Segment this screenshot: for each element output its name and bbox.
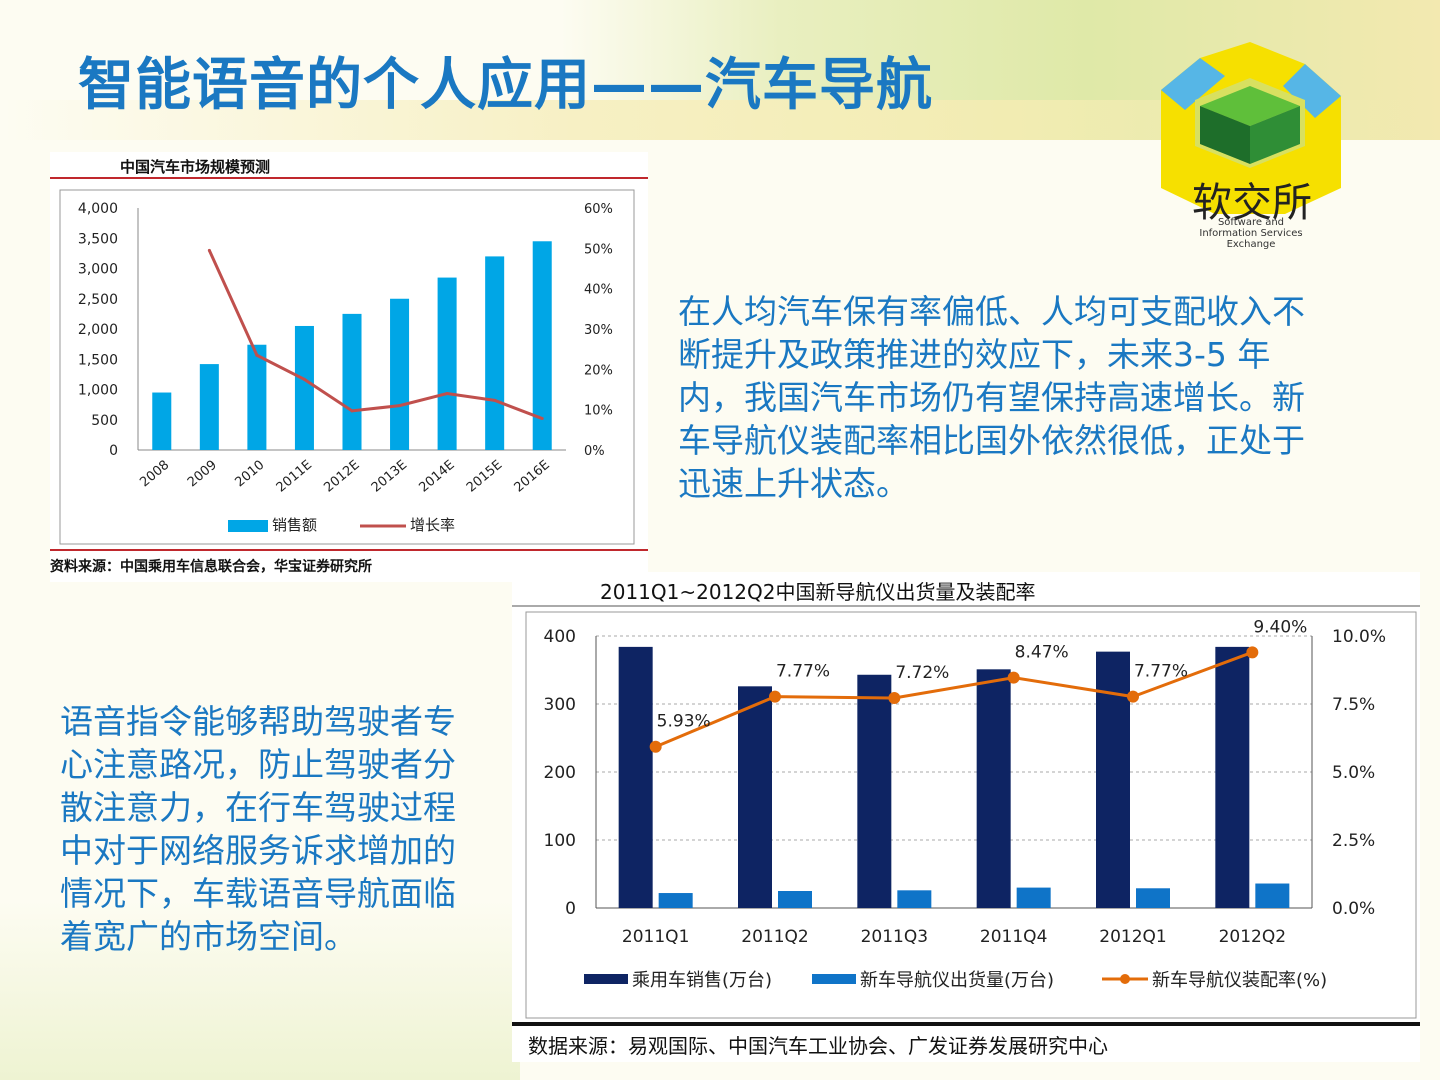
chart2-legend-swatch-nav	[812, 974, 856, 984]
chart2-y2-tick-label: 7.5%	[1332, 695, 1375, 715]
chart1-y-tick-label: 500	[91, 413, 118, 429]
chart1-bar	[294, 325, 314, 450]
chart2-rate-point	[1127, 690, 1139, 703]
chart1-bar	[390, 298, 410, 450]
chart2-rate-data-label: 9.40%	[1253, 617, 1307, 637]
logo-icon	[1161, 42, 1341, 214]
chart1-bar	[152, 392, 172, 450]
chart2-title: 2011Q1~2012Q2中国新导航仪出货量及装配率	[600, 580, 1036, 604]
chart1-bar	[342, 313, 362, 450]
chart2-bar-nav-shipments	[658, 893, 693, 908]
chart1-growth-point	[445, 392, 449, 396]
chart2-frame	[525, 611, 1417, 1019]
chart1-growth-line	[207, 249, 543, 420]
chart1-y-tick-label: 0	[109, 443, 118, 459]
chart2-bar-car-sales	[976, 669, 1011, 908]
chart1-y-tick-label: 2,500	[78, 292, 118, 308]
chart2-y-tick-label: 0	[565, 899, 576, 919]
chart1-growth-point	[302, 377, 306, 381]
chart1-plot: 4,000 3,500 3,000 2,500 2,000 1,500 1,000 500 0 6…	[50, 177, 648, 551]
chart2-rate-data-label: 7.72%	[895, 663, 949, 683]
chart2-bar-nav-shipments	[897, 890, 932, 908]
chart2-bar-nav-shipments	[1255, 883, 1290, 908]
chart2-legend-label-car: 乘用车销售(万台)	[632, 970, 772, 991]
chart-market-forecast: 中国汽车市场规模预测 4,000 3,500 3,000 2,500 2,000 1,50…	[50, 152, 648, 582]
chart1-bar	[247, 344, 267, 450]
chart2-x-tick-label: 2011Q2	[741, 927, 808, 947]
chart1-growth-point	[398, 404, 402, 408]
chart2-y-tick-label: 100	[544, 831, 576, 851]
chart1-title: 中国汽车市场规模预测	[120, 158, 271, 176]
chart1-bar	[532, 241, 552, 450]
chart1-growth-point	[207, 248, 211, 252]
chart2-bar-car-sales	[1215, 646, 1250, 908]
chart1-y2-tick-label: 30%	[584, 323, 613, 338]
chart2-y-tick-label: 200	[544, 763, 576, 783]
chart1-source: 资料来源：中国乘用车信息联合会，华宝证券研究所	[50, 559, 372, 575]
chart1-y2-tick-label: 50%	[584, 242, 613, 257]
chart2-source: 数据来源：易观国际、中国汽车工业协会、广发证券发展研究中心	[528, 1034, 1108, 1058]
chart2-y-tick-label: 400	[544, 627, 576, 647]
chart1-growth-point	[255, 353, 259, 357]
chart1-y-tick-label: 1,500	[78, 352, 118, 368]
paragraph-left: 语音指令能够帮助驾驶者专心注意路况，防止驾驶者分散注意力，在行车驾驶过程中对于网…	[60, 702, 456, 956]
chart1-bar	[199, 364, 219, 450]
chart2-y-tick-label: 300	[544, 695, 576, 715]
chart2-x-tick-label: 2011Q1	[622, 927, 689, 947]
chart2-y2-tick-label: 2.5%	[1332, 831, 1375, 851]
chart1-growth-point	[350, 409, 354, 413]
chart1-y-tick-label: 3,500	[78, 231, 118, 247]
chart2-bar-nav-shipments	[778, 891, 812, 908]
logo-subtext: Software and Information Services Exchan…	[1199, 217, 1303, 250]
chart2-legend-label-nav: 新车导航仪出货量(万台)	[860, 970, 1054, 991]
chart1-legend-bar-swatch	[228, 520, 268, 532]
chart2-rate-data-label: 7.77%	[1134, 662, 1188, 682]
chart2-rate-data-label: 7.77%	[776, 662, 830, 682]
chart2-rate-data-label: 8.47%	[1015, 643, 1069, 663]
chart2-legend-swatch-rate-dot	[1120, 974, 1130, 984]
chart-navigation-shipments: 2011Q1~2012Q2中国新导航仪出货量及装配率 400 300 200 100 0…	[512, 572, 1420, 1062]
chart2-x-tick-label: 2012Q2	[1219, 927, 1286, 947]
chart2-y2-tick-label: 0.0%	[1332, 899, 1375, 919]
chart1-y2-tick-label: 20%	[584, 363, 613, 378]
chart2-rate-point	[1007, 671, 1020, 684]
chart1-bar	[437, 277, 457, 450]
chart1-growth-point	[540, 417, 544, 421]
chart2-x-tick-label: 2011Q4	[980, 927, 1047, 947]
chart1-y2-tick-label: 60%	[584, 202, 613, 217]
chart2-rate-point	[888, 692, 901, 705]
background-band-bottom	[0, 900, 520, 1080]
chart2-legend-swatch-car	[584, 974, 628, 984]
chart1-y2-tick-label: 10%	[584, 404, 613, 419]
chart2-y2-tick-label: 10.0%	[1332, 627, 1386, 647]
chart2-rate-data-label: 5.93%	[657, 712, 711, 732]
logo-text: 软交所	[1192, 180, 1312, 226]
chart1-y-tick-label: 1,000	[78, 383, 118, 399]
chart1-y-tick-label: 4,000	[78, 201, 118, 217]
chart2-rate-point	[1246, 646, 1259, 659]
paragraph-right: 在人均汽车保有率偏低、人均可支配收入不断提升及政策推进的效应下，未来3-5 年内…	[678, 292, 1305, 503]
chart2-y2-tick-label: 5.0%	[1332, 763, 1375, 783]
chart2-x-tick-label: 2011Q3	[861, 927, 928, 947]
chart2-legend-label-rate: 新车导航仪装配率(%)	[1152, 970, 1327, 991]
chart1-y-tick-label: 3,000	[78, 262, 118, 278]
chart1-growth-point	[493, 398, 497, 402]
chart2-plot: 400 300 200 100 0 10.0% 7.5% 5.0% 2.5% 0.0% 2011Q1…	[512, 605, 1420, 1026]
chart1-y2-tick-label: 0%	[584, 444, 605, 459]
chart1-y2-tick-label: 40%	[584, 283, 613, 298]
chart1-bar	[485, 256, 505, 450]
chart2-bar-nav-shipments	[1016, 887, 1051, 908]
chart2-bar-car-sales	[857, 674, 892, 908]
chart1-legend-bar-label: 销售额	[272, 516, 317, 534]
chart1-y-tick-label: 2,000	[78, 322, 118, 338]
page-title: 智能语音的个人应用——汽车导航	[78, 53, 933, 118]
chart2-rate-point	[649, 740, 662, 753]
chart2-bar-car-sales	[618, 646, 653, 908]
chart2-rate-line	[655, 650, 1253, 749]
chart2-rate-point	[769, 690, 781, 703]
chart2-bar-car-sales	[738, 686, 772, 908]
chart2-x-tick-label: 2012Q1	[1099, 927, 1166, 947]
chart1-legend-line-label: 增长率	[410, 516, 455, 534]
chart2-bar-nav-shipments	[1136, 888, 1170, 908]
